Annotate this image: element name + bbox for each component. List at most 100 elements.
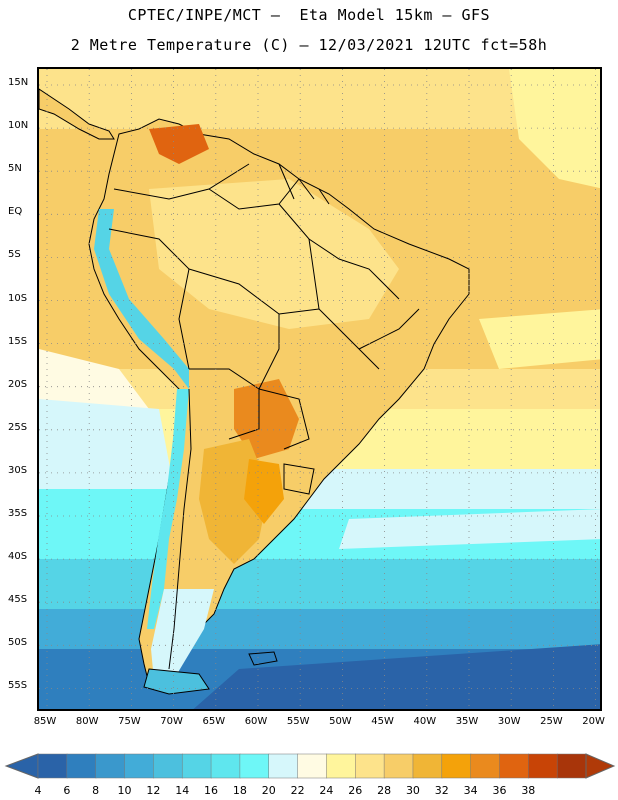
latitude-label: 55S: [8, 680, 28, 692]
band-deep-blue: [193, 644, 600, 709]
border-paraguay: [258, 388, 310, 450]
map-title-line-1: CPTEC/INPE/MCT – Eta Model 15km – GFS: [127, 6, 491, 24]
longitude-label: 45W: [371, 716, 394, 727]
colorbar-label: 16: [204, 784, 219, 797]
latitude-label: 35S: [8, 508, 28, 519]
colorbar-swatch: [556, 753, 587, 779]
longitude-label: 35W: [455, 716, 479, 727]
band-light-blue: [39, 609, 600, 649]
longitude-label: 55W: [286, 716, 310, 727]
band-cream-east: [479, 309, 600, 369]
warm-pampas: [244, 459, 284, 524]
colorbar-label: 38: [521, 784, 536, 797]
latitude-label: 10N: [8, 120, 29, 132]
colorbar-label: 20: [261, 784, 276, 797]
colorbar-label: 36: [492, 784, 507, 797]
band-pale-cyan-left: [39, 399, 174, 499]
colorbar-label: 18: [232, 784, 247, 797]
colorbar-label: 24: [319, 784, 334, 797]
latitude-label: EQ: [8, 206, 23, 218]
band-yellow-north: [39, 69, 600, 129]
temperature-map: [37, 67, 602, 711]
country-borders: [108, 163, 420, 670]
border-venezuela: [208, 178, 300, 210]
latitude-label: 30S: [8, 464, 28, 476]
longitude-label: 40W: [413, 716, 437, 727]
temperature-colorbar: [4, 753, 616, 779]
colorbar-label: 12: [146, 784, 161, 797]
border-guianas: [278, 163, 330, 205]
falkland-islands: [248, 651, 278, 666]
colorbar-swatch: [37, 753, 68, 779]
latitude-label: 20S: [8, 378, 28, 390]
colorbar-swatch: [383, 753, 414, 779]
latitude-label: 50S: [8, 637, 28, 649]
andes-south-cold-strip: [147, 389, 189, 629]
band-turquoise: [39, 559, 600, 609]
longitude-label: 20W: [582, 716, 605, 727]
colorbar-label: 30: [405, 784, 420, 797]
colorbar-swatch: [297, 753, 328, 779]
colorbar-label: 22: [290, 784, 305, 797]
colorbar-swatch: [355, 753, 385, 779]
band-pale-yellow-east: [509, 69, 600, 189]
border-brazil-states: [278, 203, 420, 370]
latitude-label: 15S: [8, 335, 28, 347]
colorbar-label: 6: [63, 784, 71, 797]
longitude-label: 50W: [329, 716, 352, 727]
band-pale-cyan-east: [339, 509, 600, 549]
border-uruguay: [283, 463, 315, 495]
latitude-label: 5N: [8, 163, 22, 175]
colorbar-swatch: [441, 753, 472, 779]
latitude-label: 10S: [8, 292, 28, 304]
longitude-label: 25W: [540, 716, 563, 727]
tierra-del-fuego: [143, 668, 210, 695]
colorbar-label: 14: [175, 784, 190, 797]
colorbar-label: 34: [463, 784, 478, 797]
latitude-label: 40S: [8, 551, 28, 563]
graticule: [39, 69, 600, 709]
colorbar-label: 28: [377, 784, 392, 797]
longitude-label: 80W: [75, 716, 99, 727]
longitude-label: 65W: [202, 716, 226, 727]
colorbar-label: 4: [34, 784, 42, 797]
colorbar-label: 32: [434, 784, 449, 797]
colorbar-label: 26: [348, 784, 363, 797]
colorbar-swatch: [326, 753, 357, 779]
colorbar-swatch: [499, 753, 530, 779]
colorbar-label: 8: [92, 784, 100, 797]
latitude-label: 15N: [8, 77, 29, 88]
latitude-label: 25S: [8, 421, 28, 433]
band-cream-left: [39, 349, 149, 414]
longitude-label: 70W: [160, 716, 183, 727]
border-colombia: [113, 163, 250, 200]
colorbar-swatch: [528, 753, 558, 779]
colorbar-swatch: [412, 753, 443, 779]
colorbar-swatch: [124, 753, 155, 779]
colorbar-swatch: [181, 753, 212, 779]
colorbar-swatch: [153, 753, 183, 779]
band-cyan-left: [39, 489, 179, 549]
warm-chaco: [234, 379, 299, 459]
colorbar-swatch: [210, 753, 241, 779]
map-title-line-2: 2 Metre Temperature (C) – 12/03/2021 12U…: [70, 36, 548, 54]
colorbar-swatch: [470, 753, 501, 779]
border-argentina-chile: [168, 388, 192, 670]
colorbar-swatch: [66, 753, 97, 779]
central-america: [39, 88, 115, 140]
patagonia-cool: [151, 589, 214, 681]
latitude-label: 45S: [8, 594, 28, 606]
longitude-label: 30W: [497, 716, 521, 727]
warm-venezuela: [149, 124, 209, 164]
colorbar-swatch: [239, 753, 270, 779]
colorbar-swatch: [95, 753, 126, 779]
map-canvas: [39, 69, 600, 709]
longitude-label: 75W: [118, 716, 141, 727]
longitude-label: 85W: [33, 716, 57, 727]
colorbar-low-arrow: [4, 753, 39, 779]
longitude-label: 60W: [244, 716, 268, 727]
colorbar-label: 10: [117, 784, 132, 797]
latitude-label: 5S: [8, 249, 21, 261]
colorbar-high-arrow: [585, 753, 616, 779]
amazon-basin: [149, 179, 399, 329]
